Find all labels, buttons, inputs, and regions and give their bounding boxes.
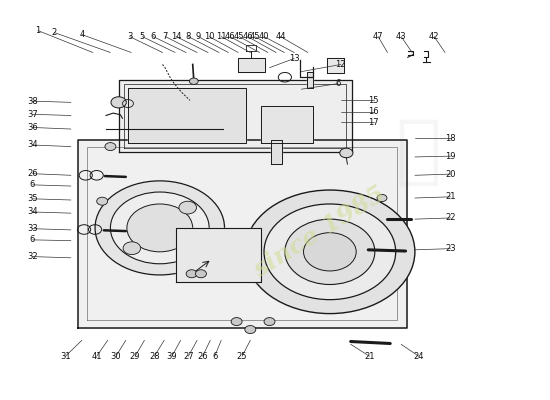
Text: 2: 2 [52,28,57,37]
Text: 11: 11 [216,32,227,41]
Polygon shape [176,228,261,282]
Text: 34: 34 [27,140,38,150]
Text: 9: 9 [196,32,201,41]
Polygon shape [307,72,314,88]
Circle shape [304,233,356,271]
Text: 43: 43 [396,32,406,41]
Text: 40: 40 [259,32,270,41]
Polygon shape [128,88,246,143]
Text: 5: 5 [140,32,145,41]
Text: 31: 31 [60,352,71,361]
Text: 12: 12 [336,60,346,69]
Text: 27: 27 [183,352,194,361]
Circle shape [123,242,141,254]
Text: 26: 26 [197,352,208,361]
Circle shape [111,97,126,108]
Text: 25: 25 [237,352,248,361]
Text: 20: 20 [446,170,456,178]
Text: 45: 45 [234,32,245,41]
Text: 8: 8 [186,32,191,41]
Text: 4: 4 [79,30,85,39]
Polygon shape [119,80,352,152]
Polygon shape [238,58,265,72]
Text: 45: 45 [250,32,260,41]
Circle shape [231,318,242,326]
Text: 3: 3 [127,32,133,41]
Text: 35: 35 [27,194,38,203]
Text: 42: 42 [429,32,439,41]
Text: 6: 6 [336,79,341,88]
Text: 21: 21 [446,192,456,201]
Circle shape [340,148,353,158]
Text: 21: 21 [364,352,375,361]
Text: 15: 15 [368,96,379,105]
Text: 6: 6 [151,32,156,41]
Text: 39: 39 [167,352,177,361]
Text: 13: 13 [289,54,300,63]
Circle shape [179,201,196,214]
Circle shape [97,197,108,205]
Circle shape [195,270,206,278]
Text: 7: 7 [163,32,168,41]
Text: 44: 44 [275,32,286,41]
Text: 6: 6 [212,352,217,361]
Circle shape [189,78,198,84]
Circle shape [186,270,197,278]
Circle shape [245,326,256,334]
Circle shape [105,143,116,150]
Text: 30: 30 [111,352,121,361]
Text: 41: 41 [91,352,102,361]
Text: 24: 24 [414,352,424,361]
Text: 29: 29 [130,352,140,361]
Polygon shape [261,106,314,143]
Text: 36: 36 [27,123,38,132]
Text: 10: 10 [204,32,215,41]
Text: 34: 34 [27,208,38,216]
Polygon shape [327,58,344,73]
Text: 18: 18 [446,134,456,143]
Text: 1: 1 [35,26,41,35]
Text: 26: 26 [27,169,38,178]
Circle shape [264,204,395,300]
Text: 32: 32 [27,252,38,261]
Circle shape [245,190,415,314]
Text: 33: 33 [27,224,38,233]
Text: 37: 37 [27,110,38,119]
Text: 46: 46 [242,32,253,41]
Text: 16: 16 [368,107,379,116]
Text: 38: 38 [27,97,38,106]
Circle shape [285,219,375,284]
Circle shape [377,194,387,202]
Text: 🐂: 🐂 [395,115,441,189]
Circle shape [264,318,275,326]
Text: since 1985: since 1985 [249,182,389,282]
Text: 28: 28 [149,352,160,361]
Polygon shape [78,140,406,328]
Circle shape [95,181,224,275]
Text: 6: 6 [30,235,35,244]
Polygon shape [271,140,282,164]
Text: 22: 22 [446,214,456,222]
Text: 6: 6 [30,180,35,189]
Text: 23: 23 [446,244,456,253]
Text: 19: 19 [446,152,456,161]
Text: 17: 17 [368,118,379,127]
Text: 46: 46 [225,32,235,41]
Text: 14: 14 [171,32,182,41]
Circle shape [127,204,192,252]
Circle shape [111,192,209,264]
Text: 47: 47 [373,32,383,41]
